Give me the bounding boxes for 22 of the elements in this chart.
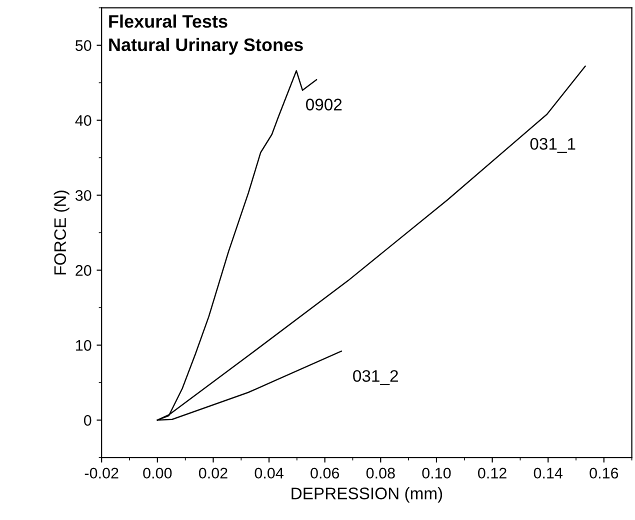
series-label: 031_1	[530, 138, 576, 153]
x-axis-title: DEPRESSION (mm)	[292, 487, 442, 503]
x-tick-label: -0.02	[84, 468, 118, 479]
y-tick-label: 20	[76, 265, 92, 276]
x-tick-label: 0.12	[478, 468, 506, 479]
series-label: 0902	[306, 98, 342, 110]
y-tick-label: 30	[75, 190, 92, 201]
y-tick-label: 10	[76, 340, 92, 351]
x-tick-label: 0.00	[143, 468, 172, 479]
x-tick-label: 0.16	[590, 468, 618, 479]
text: Flexural Tests Natural Urinary Stones	[109, 14, 303, 55]
x-tick-label: 0.04	[254, 468, 284, 479]
y-tick-label: 50	[75, 40, 92, 51]
x-tick-label: 0.14	[534, 468, 563, 479]
x-tick-label: 0.10	[422, 468, 451, 479]
x-tick-label: 0.06	[310, 468, 340, 479]
x-tick-label: 0.02	[198, 468, 228, 479]
y-tick-label: 40	[75, 115, 92, 126]
x-tick-label: 0.08	[366, 468, 395, 479]
y-tick-label: 0	[84, 414, 92, 426]
y-axis-title: FORCE (N)	[54, 190, 70, 274]
series-label: 031_2	[353, 370, 398, 386]
